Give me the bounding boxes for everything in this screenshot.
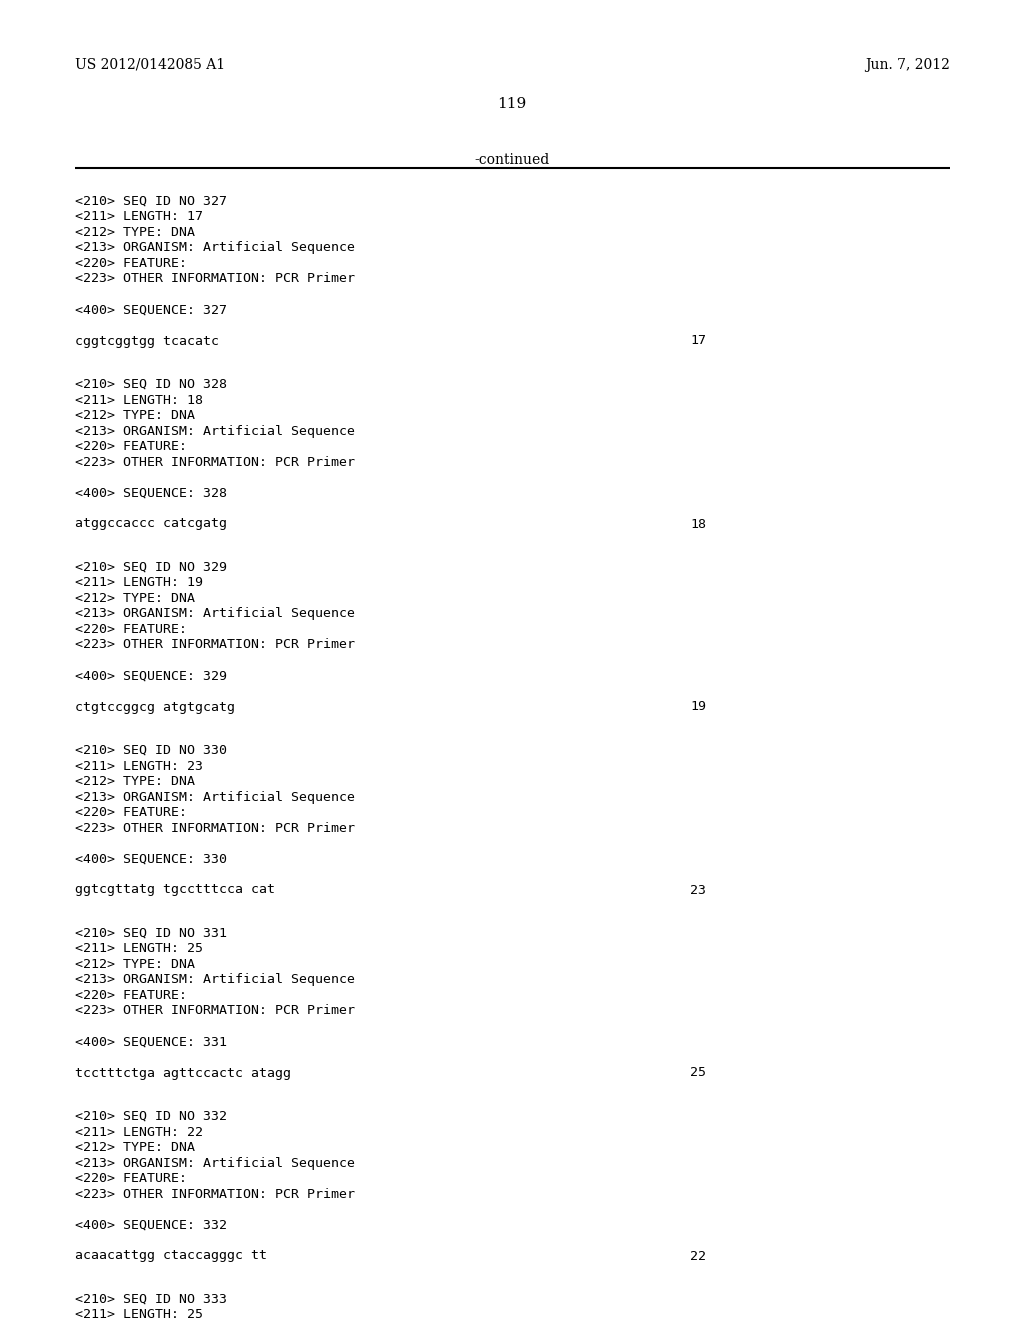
Text: <213> ORGANISM: Artificial Sequence: <213> ORGANISM: Artificial Sequence	[75, 974, 355, 986]
Text: 18: 18	[690, 517, 706, 531]
Text: -continued: -continued	[474, 153, 550, 168]
Text: <220> FEATURE:: <220> FEATURE:	[75, 989, 187, 1002]
Text: <223> OTHER INFORMATION: PCR Primer: <223> OTHER INFORMATION: PCR Primer	[75, 1005, 355, 1018]
Text: <210> SEQ ID NO 333: <210> SEQ ID NO 333	[75, 1294, 227, 1305]
Text: <220> FEATURE:: <220> FEATURE:	[75, 807, 187, 818]
Text: <212> TYPE: DNA: <212> TYPE: DNA	[75, 1140, 195, 1154]
Text: <210> SEQ ID NO 332: <210> SEQ ID NO 332	[75, 1110, 227, 1123]
Text: <223> OTHER INFORMATION: PCR Primer: <223> OTHER INFORMATION: PCR Primer	[75, 455, 355, 469]
Text: <220> FEATURE:: <220> FEATURE:	[75, 440, 187, 453]
Text: acaacattgg ctaccagggc tt: acaacattgg ctaccagggc tt	[75, 1250, 267, 1262]
Text: <211> LENGTH: 18: <211> LENGTH: 18	[75, 393, 203, 407]
Text: <223> OTHER INFORMATION: PCR Primer: <223> OTHER INFORMATION: PCR Primer	[75, 639, 355, 652]
Text: <211> LENGTH: 19: <211> LENGTH: 19	[75, 577, 203, 590]
Text: <212> TYPE: DNA: <212> TYPE: DNA	[75, 958, 195, 972]
Text: 23: 23	[690, 883, 706, 896]
Text: <400> SEQUENCE: 332: <400> SEQUENCE: 332	[75, 1218, 227, 1232]
Text: <211> LENGTH: 25: <211> LENGTH: 25	[75, 942, 203, 956]
Text: <212> TYPE: DNA: <212> TYPE: DNA	[75, 591, 195, 605]
Text: 119: 119	[498, 96, 526, 111]
Text: <223> OTHER INFORMATION: PCR Primer: <223> OTHER INFORMATION: PCR Primer	[75, 1188, 355, 1200]
Text: 22: 22	[690, 1250, 706, 1262]
Text: US 2012/0142085 A1: US 2012/0142085 A1	[75, 58, 225, 73]
Text: cggtcggtgg tcacatc: cggtcggtgg tcacatc	[75, 334, 219, 347]
Text: atggccaccc catcgatg: atggccaccc catcgatg	[75, 517, 227, 531]
Text: 25: 25	[690, 1067, 706, 1080]
Text: <211> LENGTH: 22: <211> LENGTH: 22	[75, 1126, 203, 1138]
Text: tcctttctga agttccactc atagg: tcctttctga agttccactc atagg	[75, 1067, 291, 1080]
Text: <213> ORGANISM: Artificial Sequence: <213> ORGANISM: Artificial Sequence	[75, 1156, 355, 1170]
Text: <213> ORGANISM: Artificial Sequence: <213> ORGANISM: Artificial Sequence	[75, 791, 355, 804]
Text: 17: 17	[690, 334, 706, 347]
Text: <223> OTHER INFORMATION: PCR Primer: <223> OTHER INFORMATION: PCR Primer	[75, 272, 355, 285]
Text: <210> SEQ ID NO 331: <210> SEQ ID NO 331	[75, 927, 227, 940]
Text: <223> OTHER INFORMATION: PCR Primer: <223> OTHER INFORMATION: PCR Primer	[75, 821, 355, 834]
Text: <400> SEQUENCE: 331: <400> SEQUENCE: 331	[75, 1035, 227, 1048]
Text: <400> SEQUENCE: 330: <400> SEQUENCE: 330	[75, 853, 227, 866]
Text: <212> TYPE: DNA: <212> TYPE: DNA	[75, 409, 195, 422]
Text: <211> LENGTH: 17: <211> LENGTH: 17	[75, 210, 203, 223]
Text: <400> SEQUENCE: 329: <400> SEQUENCE: 329	[75, 669, 227, 682]
Text: Jun. 7, 2012: Jun. 7, 2012	[865, 58, 950, 73]
Text: <211> LENGTH: 23: <211> LENGTH: 23	[75, 759, 203, 772]
Text: <210> SEQ ID NO 328: <210> SEQ ID NO 328	[75, 378, 227, 391]
Text: <210> SEQ ID NO 330: <210> SEQ ID NO 330	[75, 744, 227, 756]
Text: <210> SEQ ID NO 329: <210> SEQ ID NO 329	[75, 561, 227, 574]
Text: <220> FEATURE:: <220> FEATURE:	[75, 1172, 187, 1185]
Text: <210> SEQ ID NO 327: <210> SEQ ID NO 327	[75, 195, 227, 209]
Text: 19: 19	[690, 701, 706, 714]
Text: ctgtccggcg atgtgcatg: ctgtccggcg atgtgcatg	[75, 701, 234, 714]
Text: <400> SEQUENCE: 328: <400> SEQUENCE: 328	[75, 487, 227, 499]
Text: ggtcgttatg tgcctttcca cat: ggtcgttatg tgcctttcca cat	[75, 883, 275, 896]
Text: <211> LENGTH: 25: <211> LENGTH: 25	[75, 1308, 203, 1320]
Text: <213> ORGANISM: Artificial Sequence: <213> ORGANISM: Artificial Sequence	[75, 607, 355, 620]
Text: <220> FEATURE:: <220> FEATURE:	[75, 257, 187, 271]
Text: <213> ORGANISM: Artificial Sequence: <213> ORGANISM: Artificial Sequence	[75, 425, 355, 437]
Text: <212> TYPE: DNA: <212> TYPE: DNA	[75, 775, 195, 788]
Text: <220> FEATURE:: <220> FEATURE:	[75, 623, 187, 636]
Text: <212> TYPE: DNA: <212> TYPE: DNA	[75, 226, 195, 239]
Text: <400> SEQUENCE: 327: <400> SEQUENCE: 327	[75, 304, 227, 317]
Text: <213> ORGANISM: Artificial Sequence: <213> ORGANISM: Artificial Sequence	[75, 242, 355, 255]
